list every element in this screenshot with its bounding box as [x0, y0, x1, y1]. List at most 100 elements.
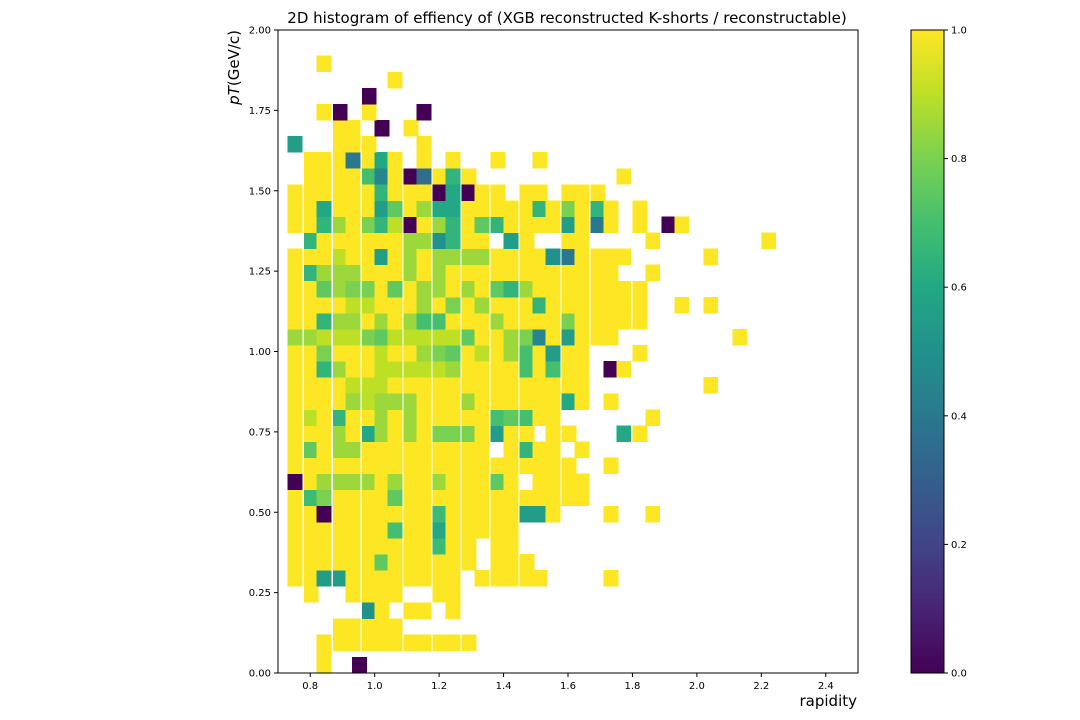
heatmap-cell	[361, 232, 377, 250]
heatmap-cell	[345, 232, 361, 250]
heatmap-cell	[574, 184, 590, 201]
heatmap-cell	[345, 377, 361, 394]
y-tick-label: 0.75	[249, 427, 271, 438]
heatmap-cell	[316, 168, 332, 185]
heatmap-cell	[432, 312, 448, 330]
heatmap-cell	[519, 248, 535, 266]
heatmap-cell	[561, 473, 577, 491]
heatmap-cell	[303, 457, 319, 475]
heatmap-cell	[519, 554, 535, 571]
heatmap-cell	[445, 554, 461, 571]
heatmap-cell	[361, 103, 377, 121]
heatmap-cell	[590, 200, 606, 217]
heatmap-cell	[387, 152, 403, 169]
heatmap-cell	[461, 345, 477, 362]
heatmap-cell	[474, 473, 490, 491]
heatmap-cell	[403, 329, 419, 346]
heatmap-cell	[345, 312, 361, 330]
heatmap-cell	[316, 232, 332, 250]
heatmap-cell	[461, 473, 477, 491]
heatmap-cell	[645, 505, 661, 523]
heatmap-cell	[461, 409, 477, 426]
heatmap-cell	[519, 184, 535, 201]
heatmap-cell	[474, 329, 490, 346]
heatmap-cell	[490, 200, 506, 217]
heatmap-cell	[545, 312, 561, 330]
heatmap-cell	[361, 329, 377, 346]
heatmap-cell	[303, 554, 319, 571]
heatmap-cell	[316, 473, 332, 491]
heatmap-cell	[374, 505, 390, 523]
heatmap-cell	[416, 441, 432, 458]
heatmap-cell	[361, 473, 377, 491]
heatmap-cell	[432, 361, 448, 378]
heatmap-cell	[403, 200, 419, 217]
heatmap-cell	[461, 329, 477, 346]
heatmap-cell	[287, 489, 303, 507]
heatmap-cell	[361, 489, 377, 507]
heatmap-cell	[545, 441, 561, 458]
heatmap-cell	[332, 521, 348, 539]
heatmap-cell	[503, 425, 519, 442]
heatmap-cell	[361, 248, 377, 266]
x-tick-label: 1.8	[624, 681, 640, 692]
heatmap-cell	[345, 586, 361, 603]
heatmap-cell	[416, 602, 432, 619]
heatmap-cell	[461, 505, 477, 523]
heatmap-cell	[345, 264, 361, 282]
heatmap-cell	[345, 537, 361, 555]
heatmap-cell	[374, 280, 390, 298]
heatmap-cell	[432, 554, 448, 571]
heatmap-cell	[303, 393, 319, 410]
heatmap-cell	[532, 441, 548, 458]
heatmap-cell	[374, 168, 390, 185]
heatmap-cell	[561, 232, 577, 250]
heatmap-cell	[432, 634, 448, 651]
heatmap-cell	[403, 280, 419, 298]
heatmap-cell	[345, 200, 361, 217]
heatmap-cell	[374, 248, 390, 266]
heatmap-cell	[503, 409, 519, 426]
heatmap-cell	[303, 441, 319, 458]
heatmap-cell	[461, 377, 477, 394]
heatmap-cell	[519, 200, 535, 217]
heatmap-cell	[332, 168, 348, 185]
heatmap-cell	[545, 505, 561, 523]
heatmap-cell	[361, 136, 377, 153]
heatmap-cell	[474, 457, 490, 475]
heatmap-cell	[432, 489, 448, 507]
heatmap-cell	[432, 505, 448, 523]
heatmap-cell	[503, 216, 519, 233]
heatmap-cell	[432, 200, 448, 217]
heatmap-cell	[332, 505, 348, 523]
x-axis-title: rapidity	[800, 692, 858, 710]
heatmap-cell	[503, 200, 519, 217]
heatmap-cell	[361, 441, 377, 458]
heatmap-cell	[461, 634, 477, 651]
heatmap-cell	[461, 216, 477, 233]
heatmap-cell	[490, 409, 506, 426]
heatmap-cell	[303, 473, 319, 491]
heatmap-cell	[303, 264, 319, 282]
heatmap-cell	[416, 312, 432, 330]
heatmap-cell	[474, 570, 490, 587]
heatmap-cell	[574, 312, 590, 330]
heatmap-cell	[545, 216, 561, 233]
heatmap-cell	[403, 570, 419, 587]
heatmap-cell	[461, 168, 477, 185]
heatmap-cell	[445, 345, 461, 362]
y-tick-label: 1.75	[249, 106, 271, 117]
heatmap-cell	[316, 489, 332, 507]
heatmap-cell	[303, 184, 319, 201]
heatmap-cell	[490, 425, 506, 442]
heatmap-cell	[403, 312, 419, 330]
heatmap-cell	[361, 602, 377, 619]
heatmap-cell	[332, 457, 348, 475]
heatmap-cell	[374, 361, 390, 378]
heatmap-cell	[616, 248, 632, 266]
heatmap-cell	[490, 248, 506, 266]
heatmap-cell	[632, 200, 648, 217]
heatmap-cell	[632, 345, 648, 362]
heatmap-cell	[445, 586, 461, 603]
